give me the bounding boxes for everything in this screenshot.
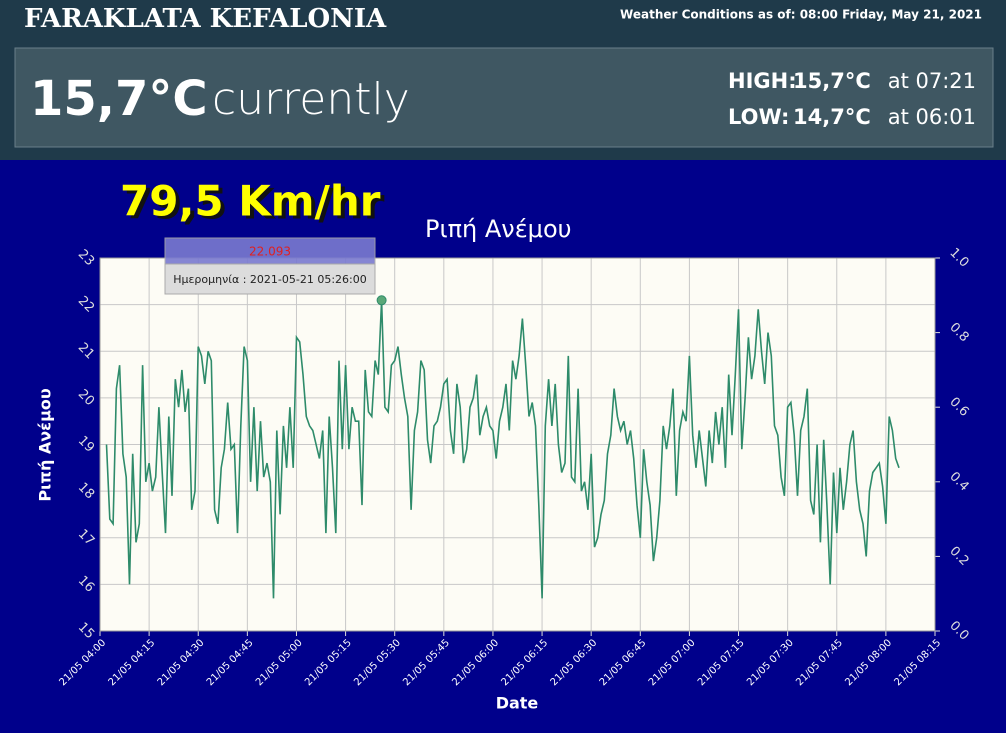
x-tick-label: 21/05 07:00 <box>647 637 698 688</box>
highlight-point <box>376 295 387 306</box>
tooltip-value: 22.093 <box>249 245 291 259</box>
x-tick-label: 21/05 07:15 <box>696 637 747 688</box>
high-value: 15,7°C <box>793 69 871 93</box>
x-tick-label: 21/05 06:30 <box>549 637 600 688</box>
y2-tick-label: 0.8 <box>946 320 971 345</box>
current-label: currently <box>212 74 410 125</box>
y-tick-label: 19 <box>75 433 97 455</box>
x-tick-label: 21/05 04:45 <box>205 637 256 688</box>
high-time: at 07:21 <box>888 69 976 93</box>
y-axis-label: Ριπή Ανέμου <box>36 388 55 502</box>
x-tick-label: 21/05 07:45 <box>794 637 845 688</box>
x-axis-label: Date <box>496 694 539 713</box>
x-tick-label: 21/05 05:15 <box>303 637 354 688</box>
x-tick-label: 21/05 08:00 <box>843 637 894 688</box>
station-title: FARAKLATA KEFALONIA <box>24 4 387 34</box>
y2-tick-label: 0.6 <box>946 395 971 420</box>
y-tick-label: 15 <box>75 620 97 642</box>
as-of: Weather Conditions as of: 08:00 Friday, … <box>620 8 982 22</box>
x-tick-label: 21/05 06:15 <box>500 637 551 688</box>
y2-tick-label: 0.0 <box>946 618 971 643</box>
tooltip-body <box>164 263 376 295</box>
low-time: at 06:01 <box>888 105 976 129</box>
low-value: 14,7°C <box>793 105 871 129</box>
low-label: LOW: <box>728 105 789 129</box>
y-tick-label: 16 <box>75 573 97 595</box>
x-tick-label: 21/05 08:15 <box>892 637 943 688</box>
x-tick-label: 21/05 06:45 <box>598 637 649 688</box>
x-tick-label: 21/05 04:15 <box>107 637 158 688</box>
y-tick-label: 20 <box>75 387 97 409</box>
y2-tick-label: 0.4 <box>946 469 971 494</box>
y2-tick-label: 1.0 <box>946 245 971 270</box>
y-tick-label: 17 <box>75 527 97 549</box>
chart-title: Ριπή Ανέμου <box>425 215 572 243</box>
wind-gust-shadow: 79,5 Km/hr <box>124 180 385 229</box>
high-label: HIGH: <box>728 69 797 93</box>
y-tick-label: 23 <box>75 247 97 269</box>
x-tick-label: 21/05 05:30 <box>352 637 403 688</box>
wind-gust: 79,5 Km/hr <box>120 177 381 226</box>
conditions-box <box>14 47 994 148</box>
y-tick-label: 21 <box>75 340 97 362</box>
x-tick-label: 21/05 05:45 <box>401 637 452 688</box>
tooltip-date: Ημερομηνία : 2021-05-21 05:26:00 <box>173 273 367 286</box>
data-line <box>105 300 900 599</box>
x-tick-label: 21/05 06:00 <box>450 637 501 688</box>
plot-border <box>99 257 936 632</box>
tooltip-head <box>164 237 376 265</box>
x-tick-label: 21/05 07:30 <box>745 637 796 688</box>
x-tick-label: 21/05 05:00 <box>254 637 305 688</box>
y2-tick-label: 0.2 <box>946 544 971 569</box>
y-tick-label: 22 <box>75 293 97 315</box>
x-tick-label: 21/05 04:30 <box>156 637 207 688</box>
current-temp: 15,7°C <box>30 71 208 127</box>
x-tick-label: 21/05 04:00 <box>57 637 108 688</box>
y-tick-label: 18 <box>75 480 97 502</box>
